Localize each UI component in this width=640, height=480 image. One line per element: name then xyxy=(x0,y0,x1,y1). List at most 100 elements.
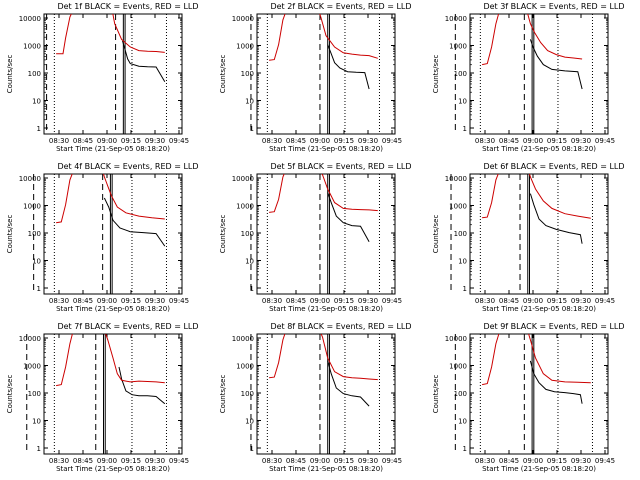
x-tick-label: 08:30 xyxy=(475,457,495,465)
y-tick-label: 1000 xyxy=(23,43,41,51)
plot-frame xyxy=(469,13,609,135)
y-axis-label: Counts/sec xyxy=(219,375,227,414)
x-tick-label: 09:15 xyxy=(547,137,567,145)
x-tick-label: 08:45 xyxy=(499,457,519,465)
x-tick-label: 08:30 xyxy=(262,457,282,465)
chart-panel-5: Det 5f BLACK = Events, RED = LLD 1 10 100 10… xyxy=(213,160,426,320)
x-tick-label: 09:00 xyxy=(97,137,117,145)
x-tick-label: 09:00 xyxy=(97,297,117,305)
y-tick-label: 1 xyxy=(37,285,41,293)
y-axis-label: Counts/sec xyxy=(6,55,14,94)
y-axis-label: Counts/sec xyxy=(432,215,440,254)
chart-title: Det 8f BLACK = Events, RED = LLD xyxy=(270,322,411,331)
y-axis-label: Counts/sec xyxy=(432,375,440,414)
chart-title: Det 9f BLACK = Events, RED = LLD xyxy=(483,322,624,331)
x-tick-label: 09:00 xyxy=(310,297,330,305)
y-tick-label: 1 xyxy=(250,285,254,293)
y-tick-label: 10000 xyxy=(19,15,41,23)
y-tick-label: 10 xyxy=(245,98,254,106)
x-tick-label: 09:45 xyxy=(382,137,402,145)
chart-title: Det 6f BLACK = Events, RED = LLD xyxy=(483,162,624,171)
series-line-lld xyxy=(482,174,591,219)
x-tick-label: 09:00 xyxy=(310,457,330,465)
y-axis-label: Counts/sec xyxy=(219,215,227,254)
series-line-events xyxy=(103,197,166,247)
series-line-events xyxy=(122,40,166,82)
y-tick-label: 100 xyxy=(454,390,467,398)
y-tick-label: 1000 xyxy=(23,363,41,371)
chart-panel-3: Det 3f BLACK = Events, RED = LLD 1 10 100 10… xyxy=(426,0,639,160)
x-tick-label: 08:45 xyxy=(286,457,306,465)
y-tick-label: 10000 xyxy=(445,15,467,23)
y-axis-label: Counts/sec xyxy=(6,215,14,254)
x-tick-label: 09:00 xyxy=(97,457,117,465)
plot-frame xyxy=(43,13,183,135)
series-line-events xyxy=(118,366,166,405)
y-tick-label: 10000 xyxy=(445,335,467,343)
chart-panel-1: Det 1f BLACK = Events, RED = LLD 1 10 100 10… xyxy=(0,0,213,160)
x-tick-label: 08:30 xyxy=(262,137,282,145)
x-tick-label: 09:30 xyxy=(145,137,165,145)
x-tick-label: 09:45 xyxy=(595,137,615,145)
x-tick-label: 09:30 xyxy=(571,457,591,465)
y-axis-label: Counts/sec xyxy=(432,55,440,94)
y-tick-label: 1 xyxy=(250,445,254,453)
x-axis-label: Start Time (21-Sep-05 08:18:20) xyxy=(269,145,383,153)
series-line-lld xyxy=(269,174,378,213)
y-tick-label: 1 xyxy=(463,125,467,133)
x-tick-label: 09:45 xyxy=(382,297,402,305)
x-axis-label: Start Time (21-Sep-05 08:18:20) xyxy=(269,305,383,313)
x-tick-label: 09:45 xyxy=(169,297,189,305)
series-line-lld xyxy=(56,14,165,55)
series-line-events xyxy=(327,44,370,90)
y-tick-label: 1 xyxy=(463,445,467,453)
x-tick-label: 08:30 xyxy=(49,457,69,465)
x-tick-label: 09:30 xyxy=(145,457,165,465)
y-tick-label: 10 xyxy=(32,258,41,266)
plot-frame xyxy=(256,13,396,135)
chart-svg: Det 9f BLACK = Events, RED = LLD 1 10 100 10… xyxy=(432,322,625,473)
y-tick-label: 1000 xyxy=(236,43,254,51)
y-axis-label: Counts/sec xyxy=(6,375,14,414)
x-tick-label: 09:45 xyxy=(595,297,615,305)
y-tick-label: 10 xyxy=(458,98,467,106)
x-tick-label: 09:30 xyxy=(358,457,378,465)
y-tick-label: 10 xyxy=(32,418,41,426)
y-tick-label: 1000 xyxy=(449,363,467,371)
x-tick-label: 08:30 xyxy=(262,297,282,305)
chart-svg: Det 7f BLACK = Events, RED = LLD 1 10 100 10… xyxy=(6,322,199,473)
series-line-events xyxy=(529,360,583,404)
chart-panel-7: Det 7f BLACK = Events, RED = LLD 1 10 100 10… xyxy=(0,320,213,480)
x-axis-label: Start Time (21-Sep-05 08:18:20) xyxy=(56,145,170,153)
chart-title: Det 7f BLACK = Events, RED = LLD xyxy=(57,322,198,331)
y-tick-label: 10000 xyxy=(19,335,41,343)
plot-frame xyxy=(43,173,183,295)
chart-svg: Det 5f BLACK = Events, RED = LLD 1 10 100 10… xyxy=(219,162,412,313)
y-tick-label: 1000 xyxy=(236,363,254,371)
y-tick-label: 1 xyxy=(250,125,254,133)
series-line-lld xyxy=(269,334,378,381)
x-tick-label: 09:15 xyxy=(334,297,354,305)
chart-panel-8: Det 8f BLACK = Events, RED = LLD 1 10 100 10… xyxy=(213,320,426,480)
plot-frame xyxy=(469,173,609,295)
x-tick-label: 09:45 xyxy=(595,457,615,465)
x-tick-label: 09:00 xyxy=(523,297,543,305)
x-tick-label: 09:30 xyxy=(145,297,165,305)
chart-svg: Det 4f BLACK = Events, RED = LLD 1 10 100 10… xyxy=(6,162,199,313)
chart-panel-6: Det 6f BLACK = Events, RED = LLD 1 10 100 10… xyxy=(426,160,639,320)
series-line-lld xyxy=(269,14,378,61)
x-tick-label: 09:00 xyxy=(310,137,330,145)
x-tick-label: 08:45 xyxy=(499,137,519,145)
x-tick-label: 08:45 xyxy=(73,297,93,305)
chart-svg: Det 6f BLACK = Events, RED = LLD 1 10 100 10… xyxy=(432,162,625,313)
x-axis-label: Start Time (21-Sep-05 08:18:20) xyxy=(269,465,383,473)
plot-frame xyxy=(469,333,609,455)
y-tick-label: 10000 xyxy=(232,175,254,183)
x-tick-label: 09:15 xyxy=(334,457,354,465)
x-tick-label: 09:15 xyxy=(547,457,567,465)
x-tick-label: 08:45 xyxy=(499,297,519,305)
y-tick-label: 1000 xyxy=(449,43,467,51)
x-tick-label: 08:30 xyxy=(475,297,495,305)
y-tick-label: 10000 xyxy=(19,175,41,183)
